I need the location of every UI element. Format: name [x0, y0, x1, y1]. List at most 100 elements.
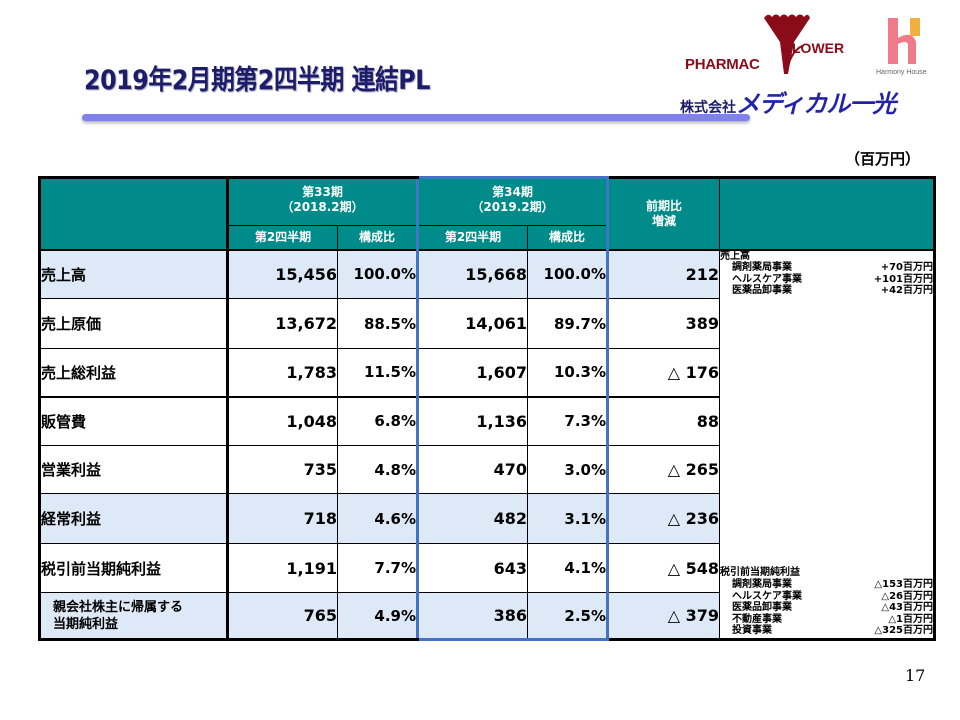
ratio-33: 7.7% — [337, 543, 418, 593]
row-label: 売上高 — [38, 248, 228, 299]
note-value: △153百万円 — [874, 579, 933, 591]
value-34: 643 — [416, 543, 528, 593]
value-33: 1,783 — [226, 348, 338, 397]
note-name: 医薬品卸事業 — [732, 602, 792, 614]
value-33: 765 — [226, 592, 338, 641]
header-q2-34: 第2四半期 — [416, 225, 528, 250]
diff-line2: 増減 — [651, 213, 676, 228]
notes-pretax: 税引前当期純利益 調剤薬局事業 △153百万円 ヘルスケア事業 △26百万円 医薬品… — [719, 543, 936, 641]
notes-pretax-head: 税引前当期純利益 — [720, 567, 800, 579]
ratio-34: 100.0% — [527, 248, 609, 299]
value-34: 482 — [416, 493, 528, 544]
diff-value: △ 379 — [607, 592, 720, 641]
row-label: 営業利益 — [38, 445, 228, 494]
note-item: 医薬品卸事業 +42百万円 — [720, 285, 933, 297]
note-value: △26百万円 — [881, 590, 933, 602]
ratio-34: 7.3% — [527, 395, 609, 446]
header-diff: 前期比 増減 — [607, 176, 720, 250]
diff-line1: 前期比 — [645, 198, 682, 213]
header-period33: 第33期 （2018.2期） — [226, 176, 418, 226]
header-ratio-34: 構成比 — [527, 225, 609, 250]
title-underline — [82, 114, 750, 121]
period33-title: 第33期 — [302, 185, 343, 199]
table-row: 親会社株主に帰属する 当期純利益 765 4.9% 386 2.5% △ 379 — [38, 592, 935, 641]
page-title: 2019年2月期第2四半期 連結PL — [84, 65, 430, 96]
row-label: 販管費 — [38, 395, 228, 446]
diff-value: 389 — [607, 298, 720, 349]
ratio-33: 100.0% — [337, 248, 418, 299]
table-row: 売上総利益 1,783 11.5% 1,607 10.3% △ 176 — [38, 348, 935, 397]
header-notes — [719, 176, 936, 250]
logo-area: PHARMAC LOWER Harmony House 株式会社メディカル一光 — [680, 8, 950, 118]
value-33: 13,672 — [226, 298, 338, 349]
note-name: ヘルスケア事業 — [732, 273, 802, 285]
row-label: 税引前当期純利益 — [38, 543, 228, 593]
note-item: ヘルスケア事業 +101百万円 — [720, 274, 933, 286]
pl-table: 第33期 （2018.2期） 第34期 （2019.2期） 前期比 増減 第2四… — [38, 176, 936, 641]
value-33: 1,191 — [226, 543, 338, 593]
ratio-34: 89.7% — [527, 298, 609, 349]
note-item: 調剤薬局事業 +70百万円 — [720, 262, 933, 274]
ratio-34: 2.5% — [527, 592, 609, 641]
table-row: 税引前当期純利益 1,191 7.7% 643 4.1% △ 548 税引前当期… — [38, 543, 936, 641]
period34-sub: （2019.2期） — [471, 200, 554, 214]
note-value: △43百万円 — [881, 602, 933, 614]
page-number: 17 — [905, 666, 926, 685]
value-34: 1,136 — [416, 395, 528, 446]
row-label-line1: 親会社株主に帰属する — [53, 599, 184, 615]
note-name: 医薬品卸事業 — [732, 285, 792, 297]
note-item: 投資事業 △325百万円 — [720, 625, 933, 637]
flower-text: LOWER — [792, 40, 845, 56]
ratio-33: 4.6% — [337, 493, 418, 544]
row-label: 親会社株主に帰属する 当期純利益 — [38, 592, 228, 641]
company-name: 株式会社メディカル一光 — [680, 84, 896, 119]
period33-sub: （2018.2期） — [281, 200, 364, 214]
company-brand: メディカル一光 — [736, 90, 896, 118]
ratio-34: 10.3% — [527, 348, 609, 397]
note-name: ヘルスケア事業 — [732, 590, 802, 602]
note-name: 不動産事業 — [732, 613, 782, 625]
value-34: 15,668 — [416, 248, 528, 299]
note-item: 調剤薬局事業 △153百万円 — [720, 579, 933, 591]
note-value: +42百万円 — [880, 285, 933, 297]
notes-sales: 売上高 調剤薬局事業 +70百万円 ヘルスケア事業 +101百万円 医薬品卸事業 +4… — [719, 248, 936, 544]
note-name: 調剤薬局事業 — [732, 579, 792, 591]
header-ratio-33: 構成比 — [337, 225, 418, 250]
row-label-line2: 当期純利益 — [53, 616, 119, 632]
note-value: +70百万円 — [880, 262, 933, 274]
ratio-34: 3.0% — [527, 445, 609, 494]
value-34: 470 — [416, 445, 528, 494]
ratio-34: 3.1% — [527, 493, 609, 544]
diff-value: 88 — [607, 395, 720, 446]
ratio-33: 4.9% — [337, 592, 418, 641]
note-name: 投資事業 — [732, 625, 772, 637]
company-prefix: 株式会社 — [680, 100, 736, 116]
header-blank — [38, 176, 228, 250]
diff-value: △ 176 — [607, 348, 720, 397]
value-33: 1,048 — [226, 395, 338, 446]
note-item: ヘルスケア事業 △26百万円 — [720, 591, 933, 603]
unit-label: （百万円） — [845, 150, 921, 168]
ratio-33: 88.5% — [337, 298, 418, 349]
row-label: 売上原価 — [38, 298, 228, 349]
note-item: 医薬品卸事業 △43百万円 — [720, 602, 933, 614]
value-33: 15,456 — [226, 248, 338, 299]
flower-logo-icon — [764, 14, 810, 75]
ratio-33: 11.5% — [337, 348, 418, 397]
value-34: 1,607 — [416, 348, 528, 397]
header-row-2: 第2四半期 構成比 第2四半期 構成比 — [40, 225, 935, 250]
ratio-33: 6.8% — [337, 395, 418, 446]
diff-value: △ 548 — [607, 543, 720, 593]
value-33: 735 — [226, 445, 338, 494]
row-label: 売上総利益 — [38, 348, 228, 397]
diff-value: △ 265 — [607, 445, 720, 494]
note-value: +101百万円 — [873, 273, 933, 285]
table-row: 売上高 15,456 100.0% 15,668 100.0% 212 売上高 … — [38, 248, 936, 544]
row-label: 経常利益 — [38, 493, 228, 544]
diff-value: 212 — [607, 248, 720, 299]
value-33: 718 — [226, 493, 338, 544]
header-period34: 第34期 （2019.2期） — [416, 176, 609, 226]
diff-value: △ 236 — [607, 493, 720, 544]
notes-sales-head: 売上高 — [720, 250, 750, 262]
note-name: 調剤薬局事業 — [732, 262, 792, 274]
